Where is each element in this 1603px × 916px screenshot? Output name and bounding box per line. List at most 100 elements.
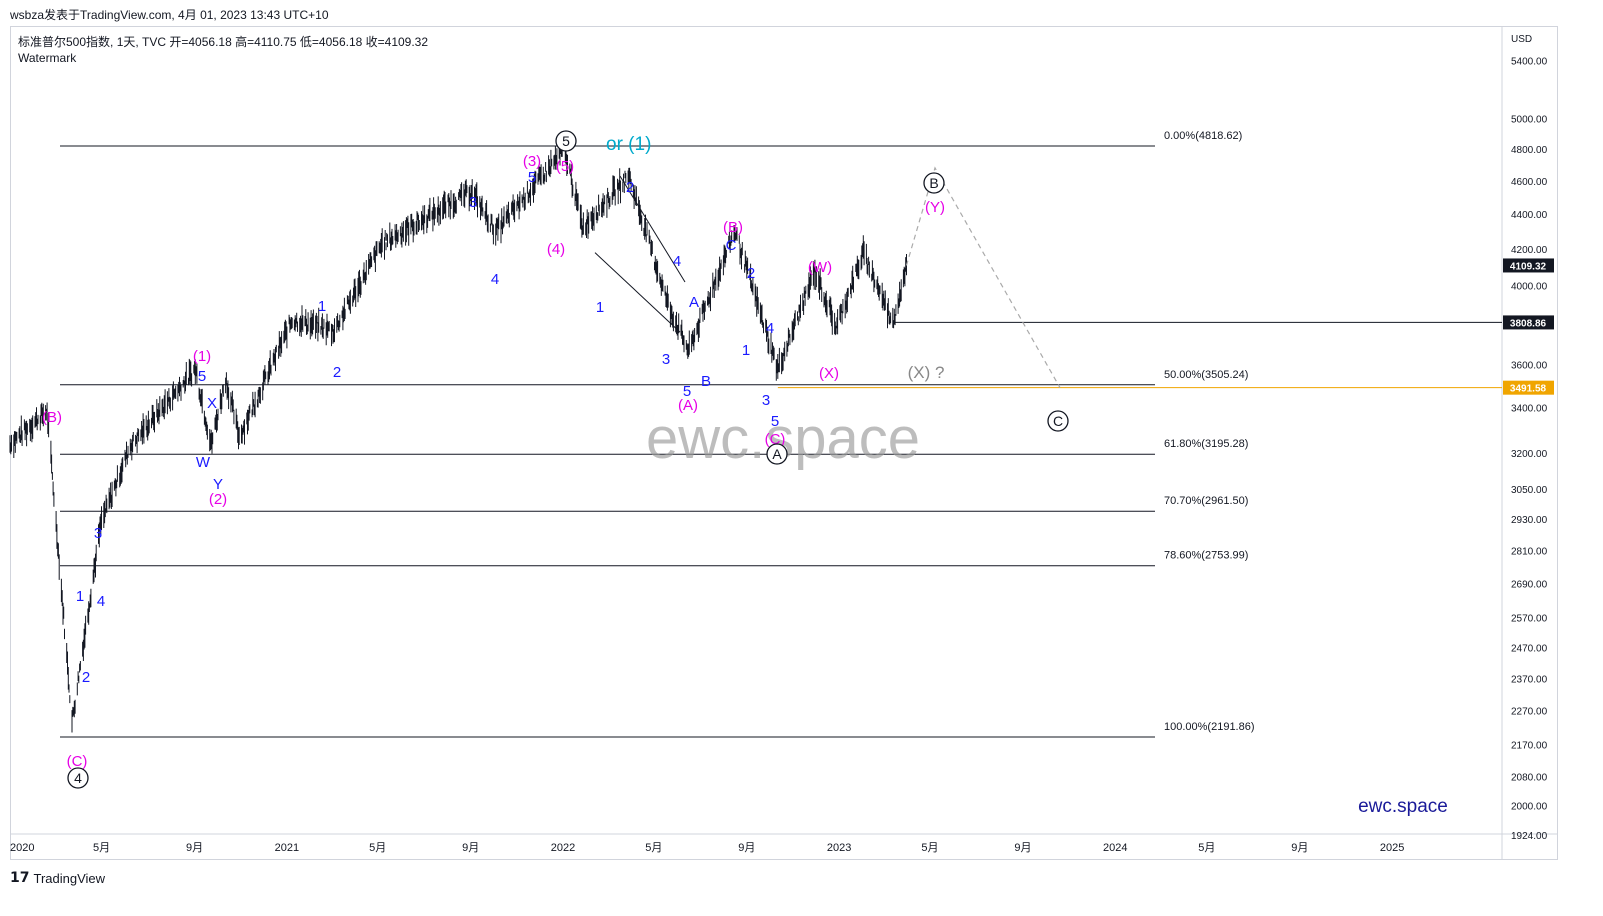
wave-label: 5 xyxy=(528,169,536,186)
wave-label: (B) xyxy=(42,409,62,426)
wave-label-circle xyxy=(1047,410,1069,432)
wave-label: or (1) xyxy=(606,134,651,155)
wave-label-circle xyxy=(555,130,577,152)
projection-path xyxy=(905,166,1061,388)
wave-label-circled: B xyxy=(929,175,938,191)
watermark-label: Watermark xyxy=(18,51,77,65)
wedge-line-lower xyxy=(594,252,681,333)
y-tick-label: 3400.00 xyxy=(1511,404,1548,415)
wave-label: (W) xyxy=(808,259,832,276)
wave-label-circle xyxy=(766,443,788,465)
x-tick-label: 5月 xyxy=(921,842,938,854)
wave-label: 4 xyxy=(766,320,774,337)
wave-label: (3) xyxy=(523,153,541,170)
tradingview-logo-icon: 17 xyxy=(10,870,30,886)
price-tag-box xyxy=(1503,380,1554,395)
wave-label: 2 xyxy=(82,669,90,686)
x-tick-label: 9月 xyxy=(462,842,479,854)
y-tick-label: 2170.00 xyxy=(1511,741,1548,752)
symbol-info: 标准普尔500指数, 1天, TVC 开=4056.18 高=4110.75 低… xyxy=(18,34,428,66)
x-tick-label: 5月 xyxy=(1198,842,1215,854)
fib-level-label: 70.70%(2961.50) xyxy=(1164,495,1248,507)
wave-label: 1 xyxy=(596,299,604,316)
x-tick-label: 5月 xyxy=(645,842,662,854)
x-tick-label: 2022 xyxy=(551,842,575,854)
y-tick-label: 1924.00 xyxy=(1511,831,1548,842)
wave-label: 3 xyxy=(469,194,477,211)
x-tick-label: 2025 xyxy=(1380,842,1404,854)
fib-level-label: 0.00%(4818.62) xyxy=(1164,130,1242,142)
wave-label: 2 xyxy=(626,179,634,196)
y-tick-label: 3200.00 xyxy=(1511,449,1548,460)
currency-label: USD xyxy=(1511,34,1532,45)
y-tick-label: 2930.00 xyxy=(1511,515,1548,526)
wave-label: (C) xyxy=(67,753,88,770)
y-tick-label: 2080.00 xyxy=(1511,772,1548,783)
wave-label: 1 xyxy=(318,298,326,315)
wave-label: X xyxy=(207,395,217,412)
y-tick-label: 4800.00 xyxy=(1511,145,1548,156)
y-tick-label: 4600.00 xyxy=(1511,177,1548,188)
y-tick-label: 2270.00 xyxy=(1511,707,1548,718)
wave-label-circled: C xyxy=(1053,413,1063,429)
wave-label: (A) xyxy=(678,397,698,414)
wave-label: (X) ? xyxy=(908,363,945,382)
fib-level-label: 61.80%(3195.28) xyxy=(1164,438,1248,450)
x-tick-label: 5月 xyxy=(93,842,110,854)
publisher-line: wsbza发表于TradingView.com, 4月 01, 2023 13:… xyxy=(10,8,329,22)
wave-label: C xyxy=(726,237,737,254)
y-tick-label: 2470.00 xyxy=(1511,643,1548,654)
wave-label: (5) xyxy=(556,158,574,175)
price-tag-label: 4109.32 xyxy=(1510,261,1547,272)
fib-level-label: 100.00%(2191.86) xyxy=(1164,721,1255,733)
wave-label-circle xyxy=(67,767,89,789)
wave-label: 3 xyxy=(662,351,670,368)
wave-label: 2 xyxy=(747,265,755,282)
wedge-line-upper xyxy=(619,175,686,283)
wave-label: 1 xyxy=(76,588,84,605)
y-tick-label: 2570.00 xyxy=(1511,614,1548,625)
x-tick-label: 9月 xyxy=(738,842,755,854)
wave-label: (B) xyxy=(723,219,743,236)
wave-label-circled: 5 xyxy=(562,133,570,149)
wave-label: B xyxy=(701,373,711,390)
wave-label: W xyxy=(196,454,211,471)
y-tick-label: 3600.00 xyxy=(1511,361,1548,372)
wave-label: (2) xyxy=(209,491,227,508)
x-tick-label: 9月 xyxy=(1014,842,1031,854)
wave-label: 4 xyxy=(97,593,105,610)
y-tick-label: 4000.00 xyxy=(1511,282,1548,293)
fib-level-label: 50.00%(3505.24) xyxy=(1164,369,1248,381)
x-tick-label: 9月 xyxy=(186,842,203,854)
x-tick-label: 5月 xyxy=(369,842,386,854)
y-tick-label: 4200.00 xyxy=(1511,245,1548,256)
x-tick-label: 2023 xyxy=(827,842,851,854)
y-tick-label: 5400.00 xyxy=(1511,57,1548,68)
price-candles xyxy=(9,138,907,733)
wave-label: 4 xyxy=(673,253,681,270)
wave-label: (Y) xyxy=(925,199,945,216)
symbol-line: 标准普尔500指数, 1天, TVC 开=4056.18 高=4110.75 低… xyxy=(18,35,429,49)
wave-label: (C) xyxy=(765,431,786,448)
wave-label: 5 xyxy=(683,383,691,400)
price-tag-label: 3491.58 xyxy=(1510,384,1547,395)
fib-level-label: 78.60%(2753.99) xyxy=(1164,550,1248,562)
price-tag-box xyxy=(1503,315,1554,330)
x-tick-label: 9月 xyxy=(1291,842,1308,854)
wave-label: (X) xyxy=(819,365,839,382)
wave-label-circle xyxy=(923,172,945,194)
price-tag-box xyxy=(1503,258,1554,273)
wave-label: 3 xyxy=(762,392,770,409)
wave-label: A xyxy=(689,294,699,311)
tradingview-brand: TradingView xyxy=(33,870,106,886)
brand-text: ewc.space xyxy=(1358,796,1448,817)
wave-label: 1 xyxy=(742,342,750,359)
tradingview-footer[interactable]: 17 TradingView xyxy=(10,870,105,886)
y-tick-label: 5000.00 xyxy=(1511,114,1548,125)
wave-label: 3 xyxy=(94,525,102,542)
wave-label: 5 xyxy=(198,368,206,385)
wave-label: 4 xyxy=(491,271,499,288)
x-tick-label: 2021 xyxy=(275,842,299,854)
y-tick-label: 4400.00 xyxy=(1511,210,1548,221)
